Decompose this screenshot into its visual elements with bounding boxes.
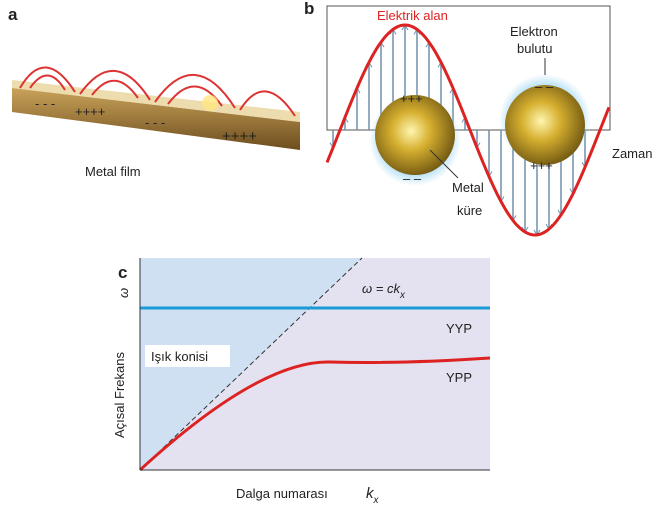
- charge: ++++: [75, 104, 105, 119]
- panel-label: c: [118, 263, 127, 282]
- upper-label: YYP: [446, 321, 472, 336]
- panel-label: b: [304, 0, 314, 18]
- charge: +++: [530, 158, 553, 173]
- y-axis-label: Açısal Frekans: [112, 352, 127, 438]
- text: x: [373, 495, 380, 506]
- y-axis-symbol: ω: [116, 288, 131, 298]
- text: x: [399, 290, 406, 301]
- cloud-label: bulutu: [517, 41, 552, 56]
- field-label: Elektrik alan: [377, 8, 448, 23]
- cone-label: Işık konisi: [151, 349, 208, 364]
- time-label: Zaman: [612, 146, 652, 161]
- sphere-label: Metal: [452, 180, 484, 195]
- sphere-label: küre: [457, 203, 482, 218]
- charge: - - -: [35, 96, 55, 111]
- charge: +++: [400, 91, 423, 106]
- charge: – –: [535, 79, 554, 94]
- panel-label: a: [8, 5, 18, 24]
- text: ω = ck: [362, 281, 401, 296]
- charge: - - -: [145, 115, 165, 130]
- charge: ++++: [222, 128, 257, 145]
- curve-label: YPP: [446, 370, 472, 385]
- charge: – –: [403, 171, 422, 186]
- caption: Metal film: [85, 164, 141, 179]
- cloud-label: Elektron: [510, 24, 558, 39]
- x-axis-symbol: kx: [366, 485, 380, 506]
- figure: a - - - ++++ - - - ++++ Metal film b +++…: [0, 0, 671, 513]
- x-axis-label: Dalga numarası: [236, 486, 328, 501]
